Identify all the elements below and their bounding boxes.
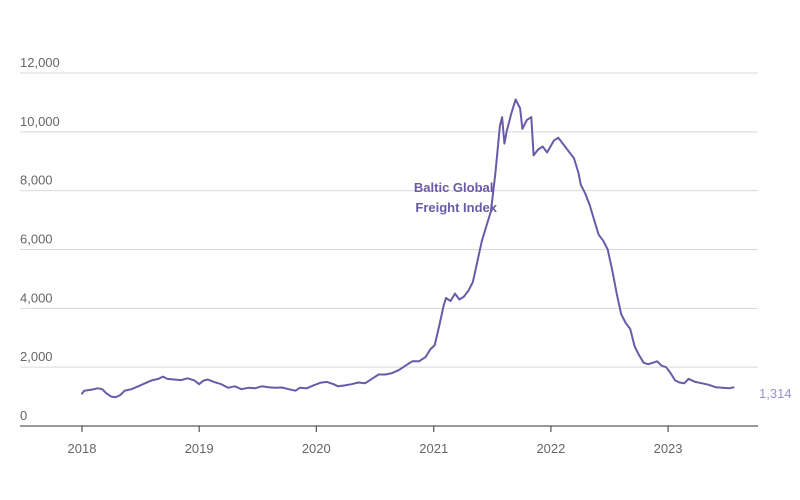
x-tick-label: 2020: [302, 441, 331, 456]
series-line-baltic-global-freight-index: [81, 98, 735, 399]
end-value-label: 1,314: [759, 386, 792, 401]
axes: 0 2,000 4,000 6,000 8,000 10,000 12,000 2018 201…: [20, 55, 758, 456]
y-tick-label: 10,000: [20, 114, 60, 129]
series-label-line-2: Freight Index: [415, 200, 497, 215]
x-tick-label: 2019: [185, 441, 214, 456]
y-tick-label: 4,000: [20, 290, 53, 305]
x-tick-label: 2021: [419, 441, 448, 456]
series-label: Baltic Global Freight Index: [414, 180, 498, 215]
x-tick-label: 2018: [68, 441, 97, 456]
y-tick-label: 0: [20, 408, 27, 423]
y-tick-label: 8,000: [20, 173, 53, 188]
x-tick-label: 2023: [654, 441, 683, 456]
series-layer: [81, 98, 735, 399]
grid-lines: [20, 72, 758, 368]
series-label-line-1: Baltic Global: [414, 180, 493, 195]
y-tick-label: 6,000: [20, 232, 53, 247]
y-tick-label: 2,000: [20, 349, 53, 364]
x-tick-label: 2022: [536, 441, 565, 456]
y-tick-label: 12,000: [20, 55, 60, 70]
